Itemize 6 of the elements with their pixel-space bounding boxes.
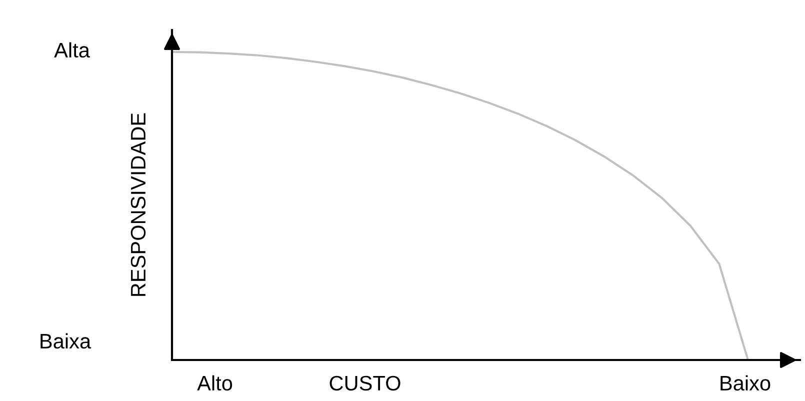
text: Alto [197, 375, 232, 391]
x-axis-title: CUSTO [330, 376, 400, 391]
text: Baixa [40, 333, 92, 349]
y-axis-title: RESPONSIVIDADE [130, 113, 146, 296]
text: Alta [54, 42, 90, 58]
text: Baixo [720, 375, 770, 391]
